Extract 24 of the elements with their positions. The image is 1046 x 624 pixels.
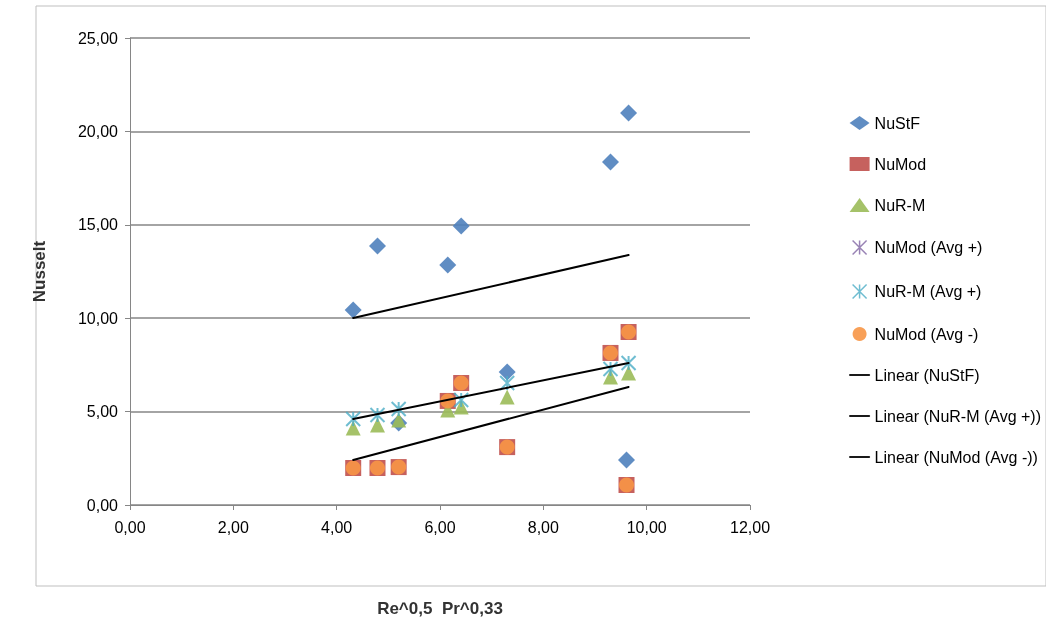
- legend-label: NuR-M: [874, 196, 926, 214]
- x-tick-label: 4,00: [321, 518, 353, 536]
- y-tick-label: 5,00: [86, 403, 119, 421]
- legend-label: NuMod: [874, 155, 927, 173]
- legend-label: NuMod (Avg +): [874, 239, 983, 256]
- legend-label: Linear (NuStF): [874, 366, 980, 384]
- y-tick-label: 0,00: [86, 496, 119, 514]
- legend-label: Linear (NuMod (Avg -)): [874, 448, 1038, 466]
- legend-label: NuMod (Avg -): [874, 325, 979, 343]
- x-axis-title: Re^0,5 Pr^0,33: [377, 599, 503, 618]
- x-tick-label: 0,00: [114, 518, 146, 536]
- legend-label: NuR-M (Avg +): [874, 283, 982, 300]
- x-tick-label: 2,00: [217, 518, 250, 536]
- y-tick-label: 20,00: [77, 122, 119, 140]
- legend-label: NuStF: [874, 114, 921, 132]
- y-axis-title: Nusselt: [30, 240, 49, 303]
- y-tick-label: 25,00: [77, 29, 119, 47]
- x-tick-label: 10,00: [626, 518, 667, 536]
- x-tick-label: 8,00: [527, 518, 560, 536]
- x-tick-label: 6,00: [424, 518, 456, 536]
- x-tick-label: 12,00: [729, 518, 771, 536]
- y-tick-label: 15,00: [77, 216, 119, 234]
- legend-label: Linear (NuR-M (Avg +)): [874, 407, 1042, 425]
- y-tick-label: 10,00: [77, 309, 119, 327]
